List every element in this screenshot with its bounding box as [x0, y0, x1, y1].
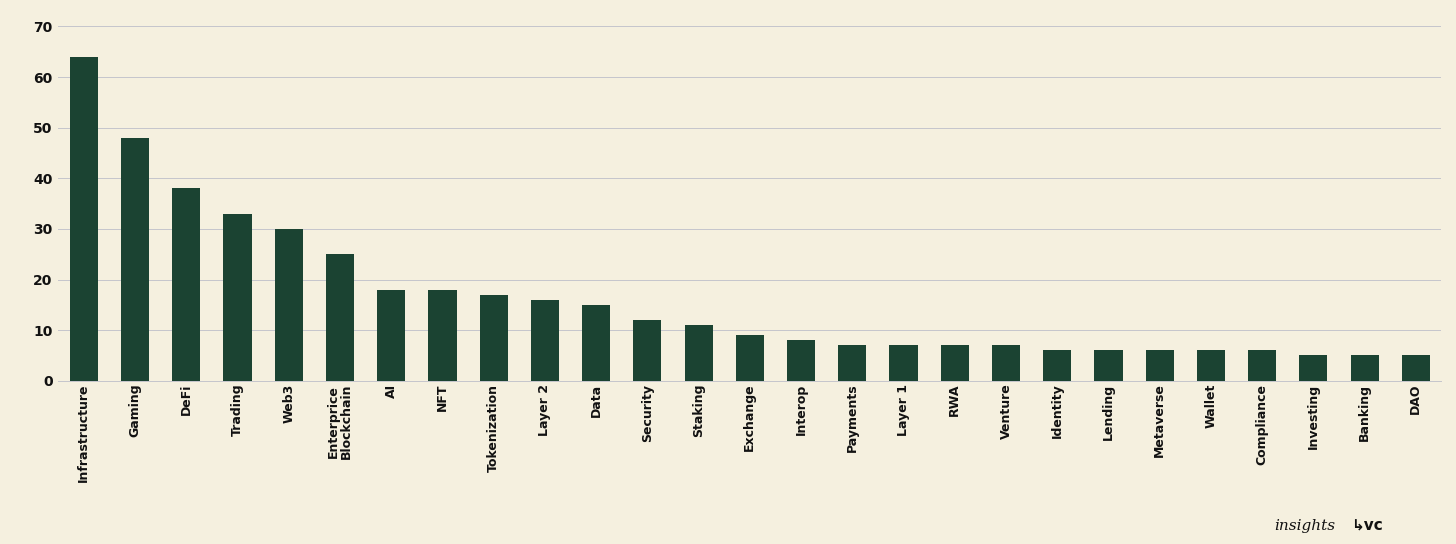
Bar [479, 295, 508, 381]
Bar [839, 345, 866, 381]
Bar [992, 345, 1021, 381]
Bar [531, 300, 559, 381]
Bar [1248, 350, 1277, 381]
Bar [1299, 355, 1328, 381]
Bar [1351, 355, 1379, 381]
Bar [633, 320, 661, 381]
Bar [684, 325, 712, 381]
Bar [890, 345, 917, 381]
Bar [1402, 355, 1430, 381]
Bar [941, 345, 968, 381]
Bar [377, 289, 405, 381]
Bar [1095, 350, 1123, 381]
Bar [428, 289, 457, 381]
Bar [788, 341, 815, 381]
Bar [326, 254, 354, 381]
Bar [1042, 350, 1072, 381]
Bar [582, 305, 610, 381]
Bar [172, 188, 201, 381]
Text: insights: insights [1274, 519, 1335, 533]
Bar [121, 138, 149, 381]
Bar [1146, 350, 1174, 381]
Text: ↳vc: ↳vc [1351, 518, 1383, 533]
Bar [735, 335, 764, 381]
Bar [1197, 350, 1224, 381]
Bar [275, 229, 303, 381]
Bar [70, 57, 98, 381]
Bar [223, 214, 252, 381]
